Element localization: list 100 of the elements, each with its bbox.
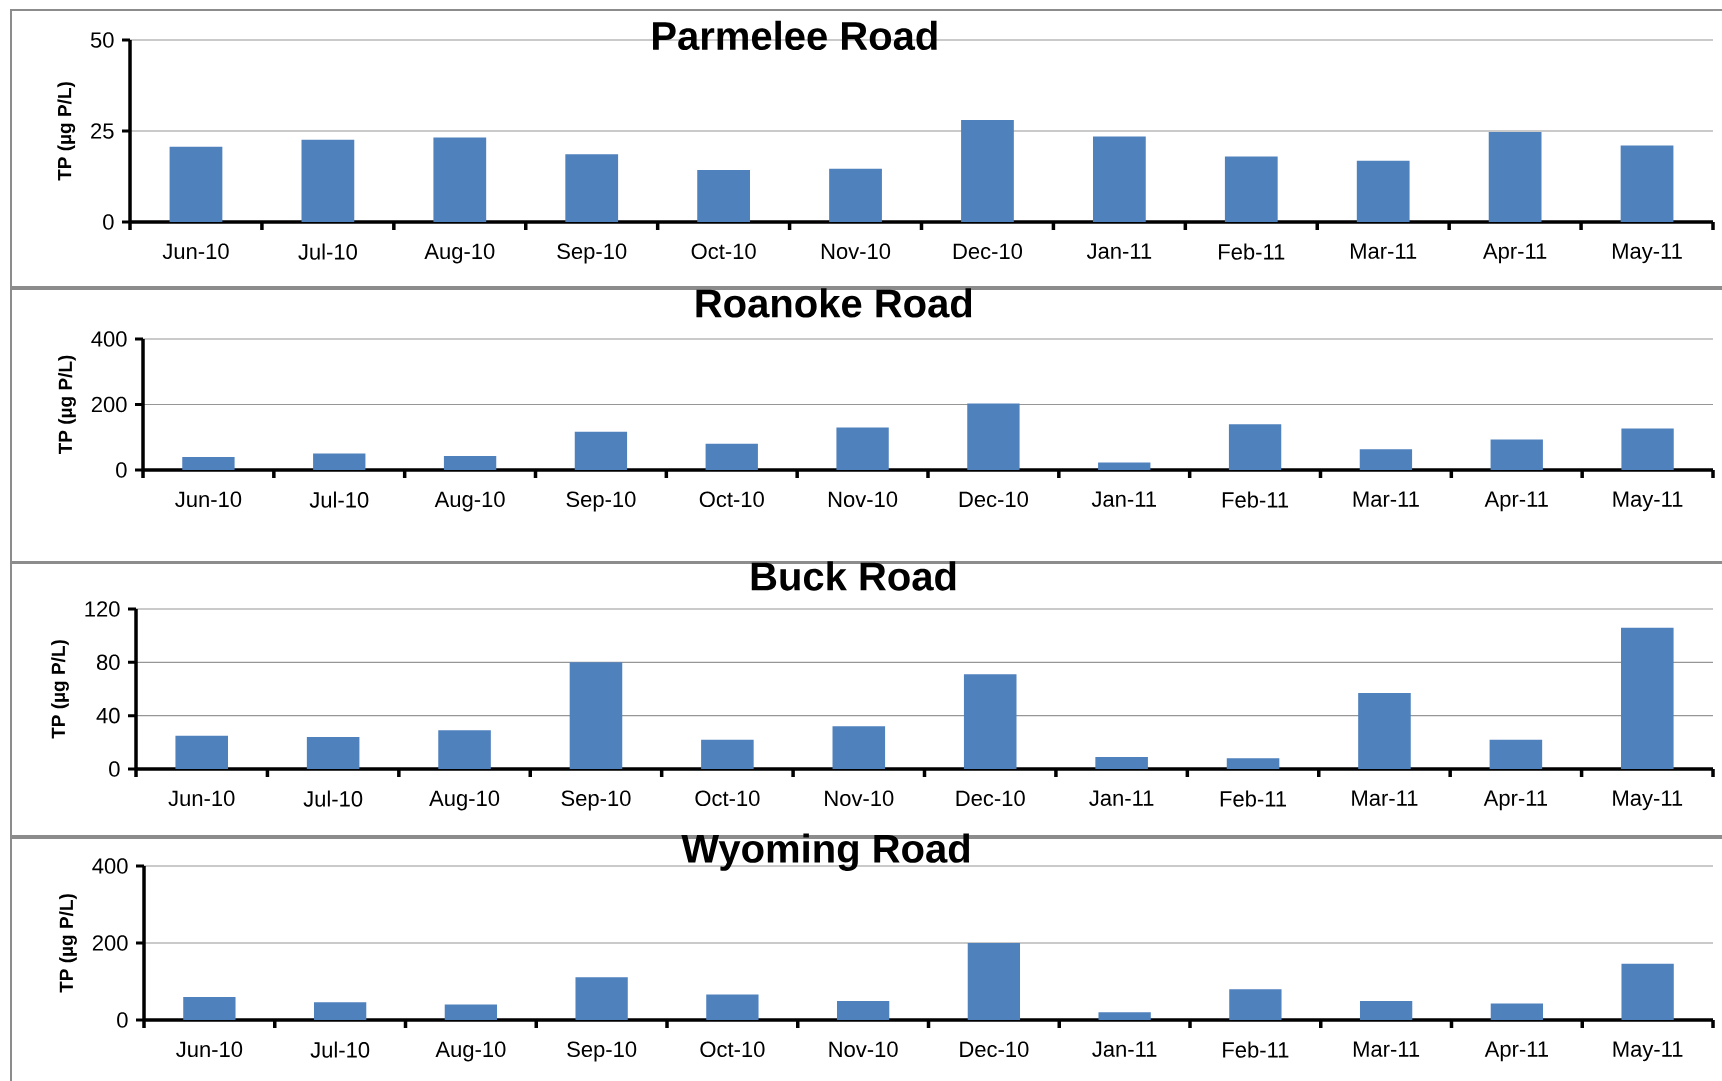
bar [1098,1012,1151,1020]
x-tick-label: Nov-10 [828,491,898,508]
x-tick-label: Oct-10 [695,790,760,807]
y-axis-title: TP (µg P/L) [57,82,76,181]
chart-title: Parmelee Road [653,20,937,51]
bar [705,443,758,470]
x-tick-label: Apr-11 [1484,491,1548,512]
x-tick-label: Nov-10 [829,1041,898,1058]
chart-title: Wyoming Road [681,833,970,871]
bar [967,403,1020,470]
x-tick-label: May-11 [1613,491,1683,512]
bar [1226,758,1280,769]
bar [967,942,1021,1020]
x-tick-label: Sep-10 [561,790,631,811]
bar [836,1001,890,1020]
bar [1490,1003,1544,1020]
chart-title: Roanoke Road [696,288,972,318]
y-tick-label: 200 [92,935,128,951]
x-tick-label: Aug-10 [429,790,500,811]
y-tick-label: 80 [96,654,120,671]
x-tick-label: Mar-11 [1353,1041,1420,1057]
bar [832,726,886,769]
x-tick-label: Jul-10 [298,243,357,260]
x-tick-label: Feb-11 [1219,243,1285,260]
bar [169,146,223,222]
y-tick-label: 25 [91,123,114,139]
bar [182,456,235,470]
x-tick-label: Sep-10 [567,1041,637,1062]
x-tick-label: Jul-10 [303,790,363,807]
bar [433,137,487,222]
x-tick-label: Jul-10 [309,491,369,508]
x-tick-label: Jul-10 [310,1041,370,1058]
x-tick-label: Jan-11 [1086,243,1152,259]
x-tick-label: Dec-10 [953,243,1023,260]
y-tick-label: 0 [117,1012,128,1028]
y-tick-label: 0 [116,462,127,478]
x-tick-label: Jun-10 [175,491,242,508]
bar [569,662,623,769]
y-tick-label: 400 [91,331,127,347]
bar [175,735,228,769]
bar [961,120,1014,222]
chart-title: Buck Road [751,561,956,591]
x-tick-label: Jun-10 [168,790,235,807]
x-tick-label: Dec-10 [960,1041,1029,1058]
x-tick-label: Mar-11 [1350,243,1417,259]
x-tick-label: Feb-11 [1220,790,1287,807]
bar [1621,428,1674,470]
y-axis-title: TP (µg P/L) [59,894,77,993]
bar [829,168,882,222]
bar [1229,989,1282,1020]
x-tick-label: May-11 [1613,790,1683,811]
bar [1092,136,1146,222]
bar [1358,692,1411,769]
y-tick-label: 0 [103,214,114,230]
bar [1359,449,1413,470]
y-tick-label: 50 [90,32,114,48]
x-tick-label: Sep-10 [566,491,636,512]
bar [701,739,754,769]
bar [313,453,366,470]
x-tick-label: Feb-11 [1223,1041,1289,1058]
y-tick-label: 40 [96,707,120,724]
bar [963,674,1017,769]
y-tick-label: 400 [92,858,128,874]
x-tick-label: Aug-10 [434,491,505,512]
bar [183,996,236,1020]
bar [444,1004,498,1020]
bar [1095,756,1148,769]
x-tick-label: May-11 [1613,1041,1683,1062]
x-tick-label: Oct-10 [700,1041,765,1058]
x-tick-label: May-11 [1612,243,1682,264]
bar [1620,145,1674,222]
x-tick-label: Jun-10 [162,243,229,260]
bar [443,455,497,470]
x-tick-label: Dec-10 [959,491,1028,508]
x-tick-label: Nov-10 [825,790,894,807]
x-tick-label: Aug-10 [424,243,495,264]
bar [836,427,889,470]
x-tick-label: Mar-11 [1352,790,1418,806]
x-tick-label: Nov-10 [821,243,891,260]
x-tick-label: Dec-10 [956,790,1025,807]
bar [1356,160,1410,222]
y-axis-title: TP (µg P/L) [51,640,69,739]
x-tick-label: Jan-11 [1089,790,1154,806]
y-tick-label: 0 [109,761,120,777]
x-tick-label: Jan-11 [1091,491,1156,507]
x-tick-label: Jan-11 [1092,1041,1157,1057]
bar [1224,156,1278,222]
bar [1228,424,1282,470]
bar [1359,1001,1413,1020]
bar [306,736,360,769]
x-tick-label: Mar-11 [1353,491,1419,507]
bar [1621,963,1674,1020]
bar [438,730,491,769]
x-tick-label: Feb-11 [1222,491,1289,508]
x-tick-label: Apr-11 [1483,790,1548,811]
bar [313,1002,367,1020]
x-tick-label: Oct-10 [691,243,756,260]
y-axis-title: TP (µg P/L) [58,355,76,455]
x-tick-label: Oct-10 [699,491,764,508]
bar [565,154,619,222]
